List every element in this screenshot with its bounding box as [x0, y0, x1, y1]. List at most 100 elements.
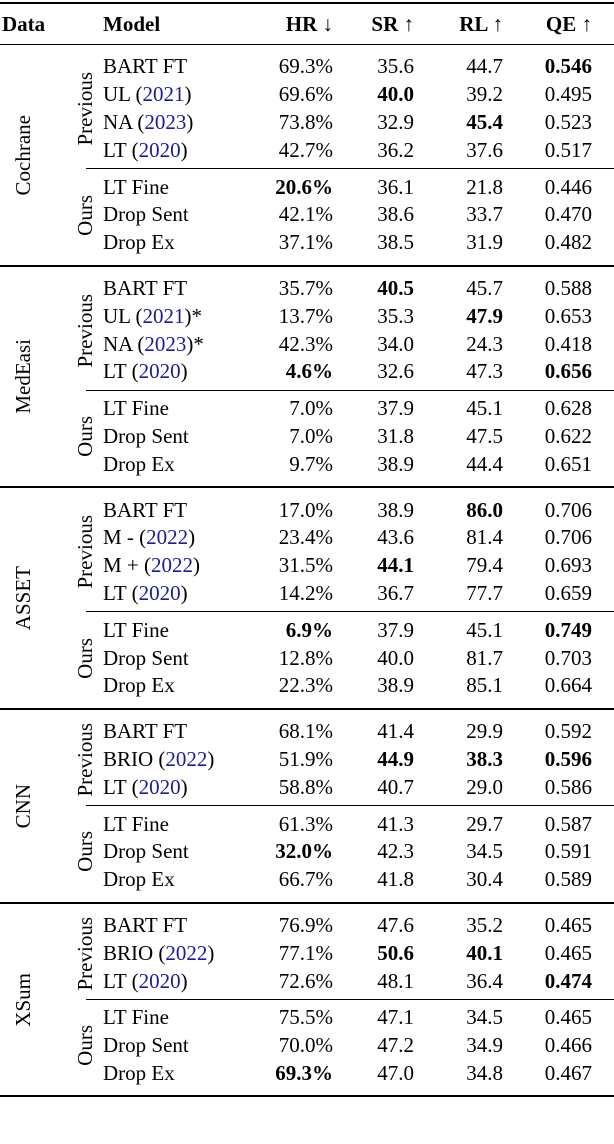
- sr-value: 38.9: [377, 497, 414, 522]
- qe-value: 0.465: [544, 940, 592, 965]
- model-name: LT Fine: [103, 176, 245, 198]
- group-label: Ours: [73, 831, 97, 873]
- model-name: M + (2022): [103, 555, 245, 576]
- dataset-label: ASSET: [10, 565, 35, 631]
- model-name-text: Drop Sent: [103, 1033, 189, 1058]
- rl-value: 45.1: [466, 396, 503, 421]
- rows: LT Fine 6.9% 37.9 45.1 0.749 Drop Sent 12.8% 40…: [103, 616, 614, 699]
- hr-value: 58.8%: [278, 774, 333, 799]
- model-name-text: Drop Ex: [103, 451, 175, 476]
- model-name-suffix: )*: [184, 303, 202, 328]
- model-name: NA (2023)*: [103, 331, 245, 356]
- table-row: UL (2021) 69.6% 40.0 39.2 0.495: [103, 81, 614, 109]
- hr-value: 42.7%: [278, 137, 333, 162]
- group-separator-rule: [86, 999, 614, 1000]
- group-ours: Ours LT Fine 7.0% 37.9 45.1 0.628 Drop Sent 7.0…: [62, 395, 614, 478]
- model-name-text: Drop Ex: [103, 1060, 175, 1085]
- rl-value: 34.5: [466, 1005, 503, 1030]
- citation-year-link[interactable]: 2023: [144, 331, 187, 356]
- model-name-suffix: ): [180, 774, 188, 799]
- model-name: BRIO (2022): [103, 940, 245, 965]
- rl-value: 36.4: [466, 968, 503, 993]
- rl-value: 29.7: [466, 811, 503, 836]
- citation-year-link[interactable]: 2021: [142, 303, 185, 328]
- header-model: Model: [103, 12, 161, 36]
- table-row: LT Fine 6.9% 37.9 45.1 0.749: [103, 616, 614, 644]
- sr-value: 36.2: [377, 137, 414, 162]
- header-data: Data: [2, 12, 46, 36]
- citation-year-link[interactable]: 2022: [146, 525, 189, 550]
- model-name-text: BART FT: [103, 719, 188, 744]
- group-label-cell: Previous: [62, 53, 103, 164]
- qe-value: 0.465: [544, 913, 592, 937]
- sr-value: 40.5: [377, 276, 414, 301]
- group-label-cell: Ours: [62, 810, 103, 893]
- citation-year-link[interactable]: 2022: [165, 940, 208, 965]
- qe-value: 0.706: [544, 497, 592, 522]
- rows: BART FT 69.3% 35.6 44.7 0.546 UL (2021) 69.6% 4…: [103, 53, 614, 164]
- sr-value: 47.1: [377, 1005, 414, 1030]
- group-label: Previous: [73, 722, 97, 797]
- table-row: LT Fine 7.0% 37.9 45.1 0.628: [103, 395, 614, 423]
- qe-value: 0.749: [544, 617, 592, 642]
- hr-value: 13.7%: [278, 303, 333, 328]
- model-name: LT Fine: [103, 813, 245, 835]
- qe-value: 0.465: [544, 1005, 592, 1030]
- qe-value: 0.653: [544, 303, 592, 328]
- group-previous: Previous BART FT 76.9% 47.6 35.2 0.465 BRIO (2…: [62, 912, 614, 995]
- sr-value: 43.6: [377, 525, 414, 550]
- table-top-rule: [0, 2, 614, 4]
- qe-value: 0.546: [544, 54, 592, 79]
- citation-year-link[interactable]: 2022: [165, 747, 208, 772]
- citation-year-link[interactable]: 2020: [138, 359, 181, 384]
- section-separator-rule: [0, 901, 614, 904]
- hr-value: 17.0%: [278, 497, 333, 522]
- section-separator-rule: [0, 264, 614, 267]
- dataset-label: CNN: [10, 783, 35, 828]
- model-name-suffix: ): [188, 525, 196, 550]
- hr-value: 37.1%: [278, 230, 333, 255]
- rows: BART FT 17.0% 38.9 86.0 0.706 M - (2022) 23.4%…: [103, 496, 614, 607]
- qe-value: 0.628: [544, 396, 592, 421]
- hr-value: 66.7%: [278, 867, 333, 892]
- model-name-suffix: ): [180, 581, 188, 606]
- rows: LT Fine 7.0% 37.9 45.1 0.628 Drop Sent 7.0% 31.…: [103, 395, 614, 478]
- model-name-text: Drop Ex: [103, 230, 175, 255]
- model-name: Drop Ex: [103, 675, 245, 696]
- hr-value: 23.4%: [278, 525, 333, 550]
- qe-value: 0.659: [544, 581, 592, 606]
- table-body: Cochrane Previous BART FT 69.3% 35.6 44.7 0.54…: [0, 45, 614, 1098]
- sr-value: 47.6: [377, 913, 414, 937]
- section-body: Previous BART FT 17.0% 38.9 86.0 0.706 M - (20…: [62, 488, 614, 708]
- dataset-label-cell: XSum: [0, 904, 62, 1096]
- citation-year-link[interactable]: 2022: [151, 553, 194, 578]
- table-header-row: Data Model HR ↓ SR ↑ RL ↑ QE ↑: [0, 4, 614, 44]
- citation-year-link[interactable]: 2021: [142, 82, 185, 107]
- citation-year-link[interactable]: 2020: [138, 137, 181, 162]
- qe-value: 0.588: [544, 276, 592, 301]
- model-name: LT (2020): [103, 968, 245, 993]
- citation-year-link[interactable]: 2020: [138, 968, 181, 993]
- rl-value: 47.5: [466, 424, 503, 449]
- hr-value: 12.8%: [278, 645, 333, 670]
- citation-year-link[interactable]: 2023: [144, 110, 187, 135]
- group-label: Previous: [73, 515, 97, 589]
- model-name-suffix: ): [180, 968, 188, 993]
- table-row: Drop Ex 22.3% 38.9 85.1 0.664: [103, 672, 614, 700]
- qe-value: 0.517: [544, 137, 592, 162]
- table-row: Drop Sent 32.0% 42.3 34.5 0.591: [103, 838, 614, 866]
- citation-year-link[interactable]: 2020: [138, 774, 181, 799]
- table-row: Drop Ex 37.1% 38.5 31.9 0.482: [103, 229, 614, 257]
- group-label: Previous: [73, 916, 97, 991]
- sr-value: 38.9: [377, 451, 414, 476]
- rl-value: 31.9: [466, 230, 503, 255]
- model-name-suffix: ): [207, 747, 215, 772]
- model-name: BART FT: [103, 499, 245, 521]
- citation-year-link[interactable]: 2020: [138, 581, 181, 606]
- table-row: NA (2023) 73.8% 32.9 45.4 0.523: [103, 109, 614, 137]
- table-row: Drop Ex 69.3% 47.0 34.8 0.467: [103, 1060, 614, 1088]
- sr-value: 37.9: [377, 396, 414, 421]
- table-row: BART FT 76.9% 47.6 35.2 0.465: [103, 912, 614, 940]
- sr-value: 44.9: [377, 747, 414, 772]
- group-separator-rule: [86, 168, 614, 170]
